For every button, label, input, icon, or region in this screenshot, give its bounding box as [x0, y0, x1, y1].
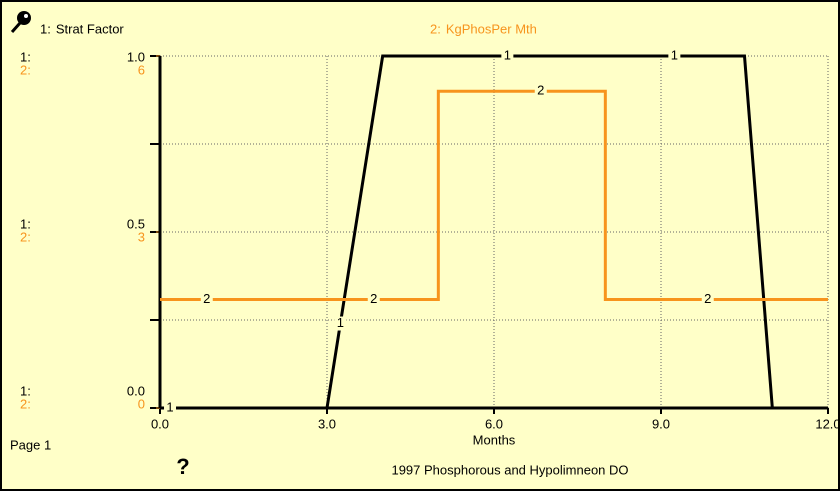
page-label: Page 1 [10, 437, 51, 452]
series-marker: 2 [704, 291, 711, 306]
series-marker: 2 [203, 291, 210, 306]
series-marker: 1 [671, 47, 678, 62]
axis-key: 1: [20, 383, 31, 398]
chart-title: 1997 Phosphorous and Hypolimneon DO [391, 462, 628, 477]
x-tick-label: 3.0 [318, 416, 336, 431]
y-tick-label: 0.5 [127, 216, 145, 231]
legend-label: Strat Factor [56, 21, 125, 36]
y2-tick-label: 3 [138, 229, 145, 244]
axis-key: 2: [20, 62, 31, 77]
tool-icon [10, 11, 31, 33]
legend-label: KgPhosPer Mth [446, 21, 537, 36]
series-marker-bg [164, 401, 177, 415]
series-marker-bg [367, 292, 380, 307]
legend-key: 1: [40, 21, 51, 36]
series-marker: 1 [337, 315, 344, 330]
x-tick-label: 0.0 [151, 416, 169, 431]
series-line [160, 89, 828, 301]
x-axis-label: Months [473, 432, 516, 447]
series-marker-bg [200, 292, 213, 307]
y-tick-label: 0.0 [127, 383, 145, 398]
axis-key: 1: [20, 216, 31, 231]
series-line [160, 54, 828, 410]
axis-key: 2: [20, 229, 31, 244]
x-tick-label: 12.0 [815, 416, 840, 431]
y2-tick-label: 0 [138, 396, 145, 411]
series-marker-bg [501, 49, 514, 63]
series-marker: 1 [504, 47, 511, 62]
y2-tick-label: 6 [138, 62, 145, 77]
y-tick-label: 1.0 [127, 49, 145, 64]
legend-key: 2: [430, 21, 441, 36]
series-marker: 1 [166, 399, 173, 414]
axis-key: 1: [20, 49, 31, 64]
series-marker-bg [334, 316, 347, 331]
series-marker-bg [701, 292, 714, 307]
series-marker: 2 [537, 83, 544, 98]
x-tick-label: 6.0 [485, 416, 503, 431]
series-marker-bg [534, 84, 547, 99]
axis-key: 2: [20, 396, 31, 411]
x-tick-label: 9.0 [652, 416, 670, 431]
series-marker: 2 [370, 291, 377, 306]
series-marker-bg [668, 49, 681, 63]
help-icon: ? [176, 454, 189, 479]
